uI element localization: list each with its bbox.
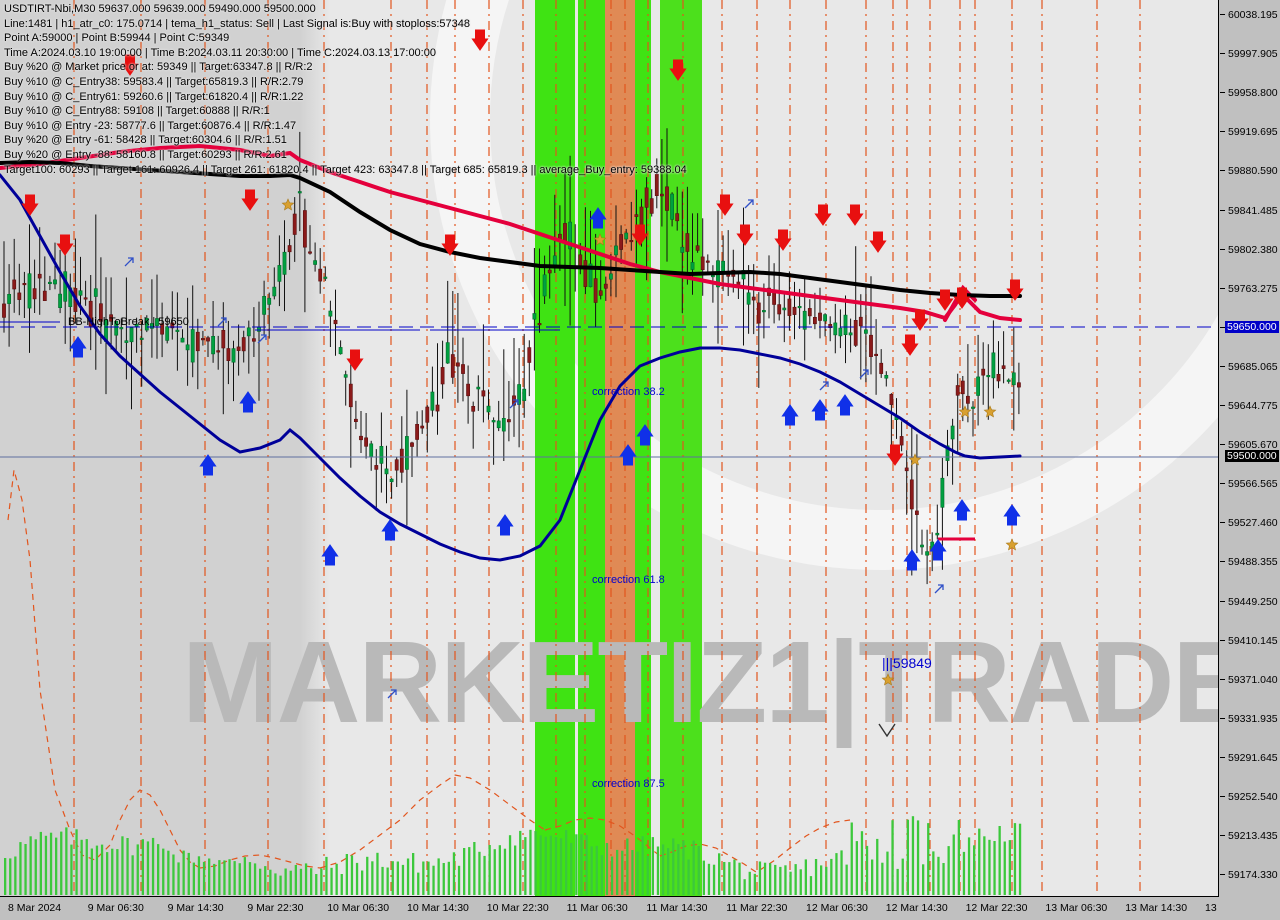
axis-corner	[1220, 898, 1280, 920]
header-line-targets: Target100: 60293 || Target 161: 60926.4 …	[4, 163, 687, 176]
session-band	[578, 0, 605, 896]
price-tick	[1220, 131, 1225, 133]
price-axis-label: 59527.460	[1228, 517, 1278, 530]
time-axis-label: 11 Mar 06:30	[566, 902, 628, 914]
current-price-label[interactable]: 59500.000	[1225, 450, 1279, 462]
price-axis-label: 59174.330	[1228, 869, 1278, 882]
price-axis-label: 59841.485	[1228, 204, 1278, 217]
header-line-status: Line:1481 | h1_atr_c0: 175.0714 | tema_h…	[4, 17, 470, 30]
annotation-price-59849: |||59849	[882, 655, 932, 671]
price-tick	[1220, 874, 1225, 876]
chevron-down-icon	[878, 723, 896, 738]
header-line-buy-4: Buy %10 @ C_Entry88: 59108 || Target:608…	[4, 105, 270, 118]
price-axis-label: 59488.355	[1228, 556, 1278, 569]
price-tick	[1220, 14, 1225, 15]
volume-histogram	[4, 816, 1022, 895]
chart-graphics-layer	[0, 0, 1218, 896]
time-axis-label: 9 Mar 22:30	[247, 902, 304, 914]
sell-signal-arrows	[21, 29, 1024, 466]
price-tick	[1220, 209, 1225, 211]
header-line-times: Time A:2024.03.10 19:00:00 | Time B:2024…	[4, 46, 436, 59]
star-markers	[281, 198, 1019, 686]
price-axis-label: 59410.145	[1228, 634, 1278, 647]
time-axis-label: 8 Mar 2024	[8, 902, 62, 914]
time-axis[interactable]: 8 Mar 2024 9 Mar 06:30 9 Mar 14:30 9 Mar 22…	[0, 898, 1267, 920]
price-tick	[1220, 170, 1225, 172]
price-tick	[1220, 600, 1225, 602]
time-axis-label: 13 Mar 14:30	[1125, 902, 1188, 914]
time-axis-label: 12 Mar 14:30	[885, 902, 948, 914]
time-axis-label: 13 Mar 06:30	[1045, 902, 1108, 914]
price-axis-label: 59213.435	[1228, 830, 1278, 843]
chart-info-header: USDTIRT-Nbi,M30 59637.000 59639.000 5949…	[4, 2, 687, 177]
ma-red-line	[0, 143, 1022, 322]
price-tick	[1220, 483, 1225, 485]
buy-signal-arrows	[69, 207, 1021, 571]
price-axis-label: 59566.565	[1228, 478, 1278, 491]
price-tick	[1220, 53, 1225, 55]
price-axis-label: 59958.800	[1228, 87, 1278, 100]
price-axis-label: 59371.040	[1228, 673, 1278, 686]
header-line-buy-1: Buy %20 @ Market price or at: 59349 || T…	[4, 61, 313, 74]
price-axis-label: 59919.695	[1228, 126, 1278, 139]
price-axis-label: 59644.775	[1228, 400, 1278, 412]
price-tick	[1220, 561, 1225, 563]
session-band	[535, 0, 575, 896]
price-axis-label: 60038.195	[1228, 9, 1278, 21]
price-tick	[1220, 248, 1225, 250]
bollinger-dotted-lines	[7, 469, 851, 873]
header-line-buy-7: Buy %20 @ Entry -88: 58160.8 || Target:6…	[4, 148, 287, 161]
price-axis-label: 59997.905	[1228, 48, 1278, 61]
price-tick	[1220, 756, 1225, 758]
time-axis-label: 11 Mar 22:30	[726, 902, 788, 914]
price-tick	[1220, 717, 1225, 719]
price-tick	[1220, 678, 1225, 680]
annotation-correction-61: correction 61.8	[592, 574, 665, 586]
price-level-label-bb-high[interactable]: 59650.000	[1225, 321, 1279, 333]
price-tick	[1220, 405, 1225, 406]
price-axis-label: 59802.380	[1228, 243, 1278, 256]
price-tick	[1220, 522, 1225, 524]
price-tick	[1220, 287, 1225, 289]
price-tick	[1220, 444, 1225, 446]
header-line-buy-3: Buy %10 @ C_Entry61: 59260.6 || Target:6…	[4, 90, 304, 103]
price-axis-label: 59763.275	[1228, 282, 1278, 295]
breakout-marker-arrows	[124, 199, 944, 699]
candlestick-series	[2, 128, 1021, 585]
price-tick	[1220, 639, 1225, 641]
price-tick	[1220, 365, 1225, 367]
annotation-correction-38: correction 38.2	[592, 386, 665, 398]
header-line-buy-6: Buy %20 @ Entry -61: 58428 || Target:603…	[4, 134, 287, 147]
price-axis-label: 59331.935	[1228, 712, 1278, 725]
annotation-bb-high-to-break: BB-HighToBreak | 59650	[68, 316, 189, 328]
chart-plot-area[interactable]: MARKETIZ1|TRADE	[0, 0, 1219, 897]
price-tick	[1220, 326, 1225, 328]
time-axis-label: 10 Mar 14:30	[407, 902, 469, 914]
header-line-points: Point A:59000 | Point B:59944 | Point C:…	[4, 32, 230, 45]
price-axis-label: 59252.540	[1228, 791, 1278, 803]
time-axis-label: 11 Mar 14:30	[646, 902, 708, 914]
price-tick	[1220, 835, 1225, 837]
header-line-buy-2: Buy %10 @ C_Entry38: 59583.4 || Target:6…	[4, 75, 304, 88]
price-axis[interactable]: 60038.195 59997.905 59958.800 59919.695 5988…	[1220, 0, 1280, 920]
price-tick	[1220, 796, 1225, 797]
price-axis-label: 59605.670	[1228, 439, 1278, 452]
price-tick	[1220, 92, 1225, 94]
price-axis-label: 59880.590	[1228, 165, 1278, 178]
header-line-buy-5: Buy %10 @ Entry -23: 58777.6 || Target:6…	[4, 119, 297, 132]
time-axis-label: 10 Mar 06:30	[327, 902, 390, 914]
time-axis-label: 9 Mar 06:30	[87, 902, 144, 914]
ma-blue-line	[0, 173, 1022, 562]
ma-black-line	[0, 159, 1022, 298]
price-axis-label: 59291.645	[1228, 751, 1278, 764]
time-axis-label: 12 Mar 06:30	[806, 902, 868, 914]
price-axis-label: 59449.250	[1228, 595, 1278, 608]
price-axis-label: 59685.065	[1228, 360, 1278, 373]
time-axis-label: 9 Mar 14:30	[167, 902, 224, 914]
time-axis-label: 12 Mar 22:30	[965, 902, 1028, 914]
header-line-symbol: USDTIRT-Nbi,M30 59637.000 59639.000 5949…	[4, 3, 316, 15]
annotation-correction-87: correction 87.5	[592, 778, 665, 790]
time-axis-label: 10 Mar 22:30	[486, 902, 549, 914]
